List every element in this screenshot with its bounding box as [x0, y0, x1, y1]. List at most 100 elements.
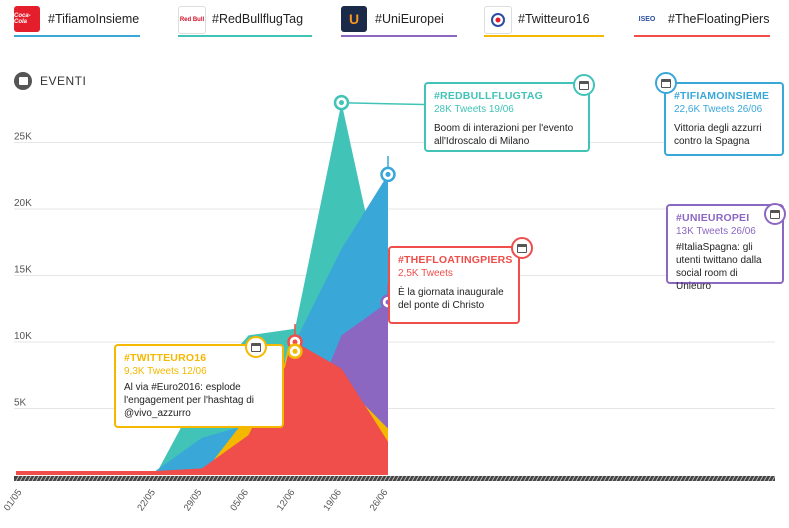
- callout-subtitle: 13K Tweets 26/06: [676, 226, 756, 237]
- axis-hatch: [107, 475, 112, 482]
- axis-hatch: [647, 475, 652, 482]
- axis-hatch: [51, 475, 56, 482]
- axis-hatch: [711, 475, 716, 482]
- axis-hatch: [359, 475, 364, 482]
- axis-hatch: [391, 475, 396, 482]
- euro16-logo-icon: [484, 6, 512, 34]
- axis-hatch: [71, 475, 76, 482]
- legend-item-unieuropei[interactable]: U #UniEuropei: [341, 2, 457, 38]
- axis-hatch: [319, 475, 324, 482]
- x-axis-ticks: 01/05 22/05 29/05 05/06 12/06 19/06 26/06: [2, 487, 391, 513]
- axis-hatch: [487, 475, 492, 482]
- axis-hatch: [99, 475, 104, 482]
- axis-hatch: [79, 475, 84, 482]
- red-bull-logo-icon: Red Bull: [178, 6, 206, 34]
- calendar-icon: [14, 72, 32, 90]
- axis-hatch: [483, 475, 488, 482]
- axis-hatch: [491, 475, 496, 482]
- callout-thefloatingpiers[interactable]: #THEFLOATINGPIERS 2,5K Tweets È la giorn…: [388, 246, 520, 324]
- axis-hatch: [95, 475, 100, 482]
- axis-hatch: [279, 475, 284, 482]
- callout-subtitle: 28K Tweets 19/06: [434, 104, 514, 115]
- legend-item-tifiamoinsieme[interactable]: Coca-Cola #TifiamoInsieme: [14, 2, 140, 38]
- axis-hatch: [143, 475, 148, 482]
- callout-body: È la giornata inaugurale del ponte di Ch…: [398, 287, 504, 311]
- axis-hatch: [559, 475, 564, 482]
- axis-hatch: [59, 475, 64, 482]
- legend-label: #RedBullflugTag: [212, 12, 304, 26]
- axis-hatch: [659, 475, 664, 482]
- axis-hatch: [119, 475, 124, 482]
- callout-twitteuro16[interactable]: #TWITTEURO16 9,3K Tweets 12/06 Al via #E…: [114, 344, 284, 428]
- axis-hatch: [259, 475, 264, 482]
- axis-hatch: [39, 475, 44, 482]
- callout-body: Al via #Euro2016: esplode l'engagement p…: [124, 382, 255, 419]
- y-tick-label: 15K: [14, 265, 32, 276]
- y-tick-label: 25K: [14, 132, 32, 143]
- axis-hatch: [87, 475, 92, 482]
- grid-lines: [14, 142, 775, 409]
- axis-hatch: [91, 475, 96, 482]
- axis-hatch: [619, 475, 624, 482]
- axis-hatch: [667, 475, 672, 482]
- event-marker-dot: [339, 100, 344, 106]
- axis-hatch: [499, 475, 504, 482]
- axis-hatch: [727, 475, 732, 482]
- axis-hatch: [439, 475, 444, 482]
- axis-hatch: [247, 475, 252, 482]
- axis-hatch: [211, 475, 216, 482]
- axis-hatch: [355, 475, 360, 482]
- axis-hatch: [731, 475, 736, 482]
- lago-iseo-logo-icon: ISEO: [634, 6, 660, 32]
- axis-hatch: [707, 475, 712, 482]
- axis-hatch: [675, 475, 680, 482]
- x-tick-label: 12/06: [275, 487, 298, 513]
- x-tick-label: 22/05: [135, 487, 158, 513]
- axis-hatch: [459, 475, 464, 482]
- callout-body: #ItaliaSpagna: gli utenti twittano dalla…: [676, 242, 762, 292]
- y-tick-label: 20K: [14, 198, 32, 209]
- legend-item-thefloatingpiers[interactable]: ISEO #TheFloatingPiers: [634, 2, 770, 38]
- axis-hatch: [751, 475, 756, 482]
- axis-hatch: [127, 475, 132, 482]
- axis-hatch: [195, 475, 200, 482]
- axis-hatch: [131, 475, 136, 482]
- axis-hatch: [723, 475, 728, 482]
- axis-hatch: [331, 475, 336, 482]
- axis-hatch: [443, 475, 448, 482]
- y-axis-ticks: 5K 10K 15K 20K 25K: [14, 132, 32, 409]
- x-axis-bar: [14, 475, 776, 482]
- legend-color-bar: [14, 35, 140, 37]
- axis-hatch: [603, 475, 608, 482]
- x-axis-line: [14, 476, 775, 481]
- calendar-icon: [511, 237, 533, 259]
- axis-hatch: [719, 475, 724, 482]
- axis-hatch: [519, 475, 524, 482]
- axis-hatch: [135, 475, 140, 482]
- axis-hatch: [447, 475, 452, 482]
- callout-redbullflugtag[interactable]: #REDBULLFLUGTAG 28K Tweets 19/06 Boom di…: [424, 82, 590, 152]
- legend-color-bar: [178, 35, 312, 37]
- eventi-label: EVENTI: [40, 74, 87, 88]
- calendar-icon: [764, 203, 786, 225]
- axis-hatch: [455, 475, 460, 482]
- axis-hatch: [323, 475, 328, 482]
- axis-hatch: [451, 475, 456, 482]
- axis-hatch: [47, 475, 52, 482]
- x-tick-label: 05/06: [228, 487, 251, 513]
- legend-item-redbullflugtag[interactable]: Red Bull #RedBullflugTag: [178, 2, 312, 38]
- axis-hatch: [503, 475, 508, 482]
- axis-hatch: [595, 475, 600, 482]
- legend-item-twitteuro16[interactable]: #Twitteuro16: [484, 2, 604, 38]
- axis-hatch: [599, 475, 604, 482]
- axis-hatch: [363, 475, 368, 482]
- axis-hatch: [567, 475, 572, 482]
- callout-tifiamoinsieme[interactable]: #TIFIAMOINSIEME 22,6K Tweets 26/06 Vitto…: [664, 82, 784, 156]
- axis-hatch: [351, 475, 356, 482]
- axis-hatch: [19, 475, 24, 482]
- callout-title: #THEFLOATINGPIERS: [398, 254, 513, 266]
- axis-hatch: [543, 475, 548, 482]
- axis-hatch: [303, 475, 308, 482]
- connector-line: [283, 351, 289, 369]
